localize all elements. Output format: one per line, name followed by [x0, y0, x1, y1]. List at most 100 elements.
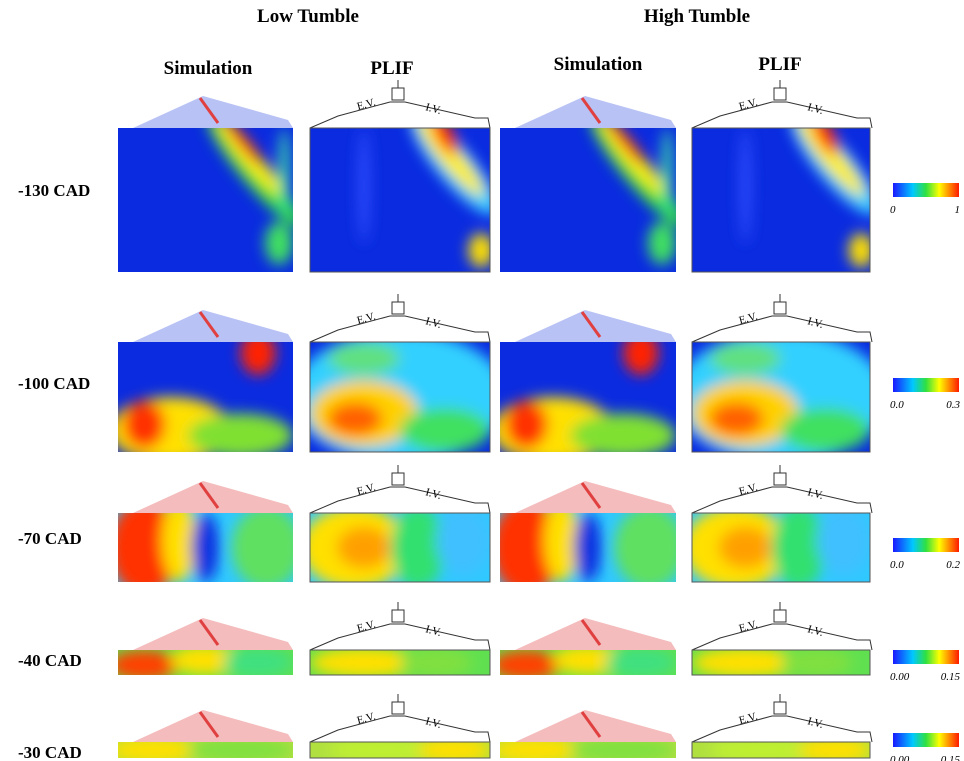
- colorbar-max: 0.15: [941, 671, 961, 683]
- cylinder-head: [692, 716, 872, 742]
- column-title: Simulation: [164, 58, 253, 79]
- field-map: [310, 648, 490, 678]
- cylinder-head: [515, 310, 676, 342]
- field-blob: [710, 403, 763, 436]
- field-blob: [614, 506, 684, 589]
- colorbar-max: 1: [955, 204, 961, 216]
- field-blob: [799, 737, 870, 761]
- row-label: -130 CAD: [18, 181, 90, 200]
- valve-label: I.V.: [424, 623, 443, 639]
- field-blobs: [109, 499, 302, 596]
- field-blob: [109, 650, 179, 680]
- figure: Low Tumble High Tumble Simulation PLIF S…: [0, 0, 964, 761]
- field-blob: [817, 506, 870, 575]
- column-title: PLIF: [758, 54, 801, 75]
- cylinder-head: [310, 716, 490, 742]
- valve-label: I.V.: [806, 486, 825, 502]
- cylinder-head: [692, 624, 872, 650]
- colorbar-max: 0.2: [946, 559, 960, 571]
- colorbar-min: 0: [890, 204, 896, 216]
- colorbar: [893, 538, 959, 552]
- field-blob: [337, 527, 391, 568]
- valve-label: E.V.: [356, 96, 377, 113]
- field-blob: [606, 648, 676, 678]
- row-label: -100 CAD: [18, 374, 90, 393]
- injector: [392, 302, 404, 314]
- injector: [774, 610, 786, 622]
- field-map: [109, 645, 293, 680]
- field-blob: [570, 414, 676, 458]
- valve-label: E.V.: [356, 310, 377, 327]
- field-blob: [491, 650, 561, 680]
- field-blob: [436, 506, 490, 575]
- colorbar: [893, 378, 959, 392]
- valve-label: I.V.: [806, 715, 825, 731]
- column-title: Simulation: [554, 54, 643, 75]
- colorbar: [893, 183, 959, 197]
- field-map: [491, 331, 676, 463]
- field-map: [109, 499, 302, 596]
- colorbar: [893, 733, 959, 747]
- field-map: [683, 506, 870, 589]
- cylinder-head: [515, 618, 676, 650]
- cylinder-head: [692, 487, 872, 513]
- field-map: [500, 107, 694, 272]
- field-blob: [710, 342, 781, 375]
- field-blobs: [292, 331, 508, 463]
- field-map: [491, 645, 676, 680]
- field-blobs: [674, 331, 888, 463]
- cylinder-head: [692, 102, 872, 128]
- colorbar-max: 0.3: [946, 399, 960, 411]
- cylinder-head: [515, 481, 676, 513]
- injector: [774, 302, 786, 314]
- valve-label: I.V.: [424, 101, 443, 117]
- field-map: [118, 107, 312, 272]
- field-blob: [574, 513, 602, 582]
- valve-label: I.V.: [424, 315, 443, 331]
- row-label: -70 CAD: [18, 529, 82, 548]
- field-map: [310, 737, 490, 761]
- valve-label: E.V.: [356, 618, 377, 635]
- colorbar-min: 0.00: [890, 671, 910, 683]
- valve-label: E.V.: [738, 96, 759, 113]
- field-blobs: [310, 648, 472, 678]
- cylinder-head: [310, 487, 490, 513]
- field-blob: [505, 400, 547, 448]
- field-map: [301, 506, 490, 589]
- colorbar-min: 0.0: [890, 399, 904, 411]
- injector: [392, 610, 404, 622]
- field-blob: [740, 128, 751, 243]
- field-blob: [232, 506, 302, 589]
- row-label: -30 CAD: [18, 743, 82, 761]
- cylinder-head: [310, 316, 490, 342]
- field-map: [109, 331, 293, 463]
- field-blob: [223, 648, 293, 678]
- field-blob: [359, 128, 370, 243]
- field-blob: [648, 222, 676, 265]
- cylinder-head: [133, 618, 293, 650]
- field-blob: [662, 128, 673, 214]
- cylinder-head: [310, 624, 490, 650]
- cylinder-head: [133, 481, 293, 513]
- valve-label: I.V.: [424, 486, 443, 502]
- field-blob: [781, 648, 852, 678]
- field-blob: [192, 513, 220, 582]
- field-blob: [328, 403, 382, 436]
- injector: [774, 473, 786, 485]
- valve-label: E.V.: [738, 481, 759, 498]
- field-map: [692, 737, 870, 761]
- field-blobs: [491, 499, 685, 596]
- field-blob: [279, 128, 290, 214]
- cylinder-head: [133, 310, 293, 342]
- cylinder-head: [692, 316, 872, 342]
- colorbar-min: 0.0: [890, 559, 904, 571]
- cylinder-head: [133, 710, 293, 742]
- field-blob: [265, 222, 293, 265]
- cylinder-head: [310, 102, 490, 128]
- valve-label: E.V.: [738, 618, 759, 635]
- cylinder-head: [515, 96, 676, 128]
- field-blob: [418, 737, 490, 761]
- field-map: [491, 499, 685, 596]
- valve-label: E.V.: [356, 481, 377, 498]
- group-title: Low Tumble: [257, 6, 359, 27]
